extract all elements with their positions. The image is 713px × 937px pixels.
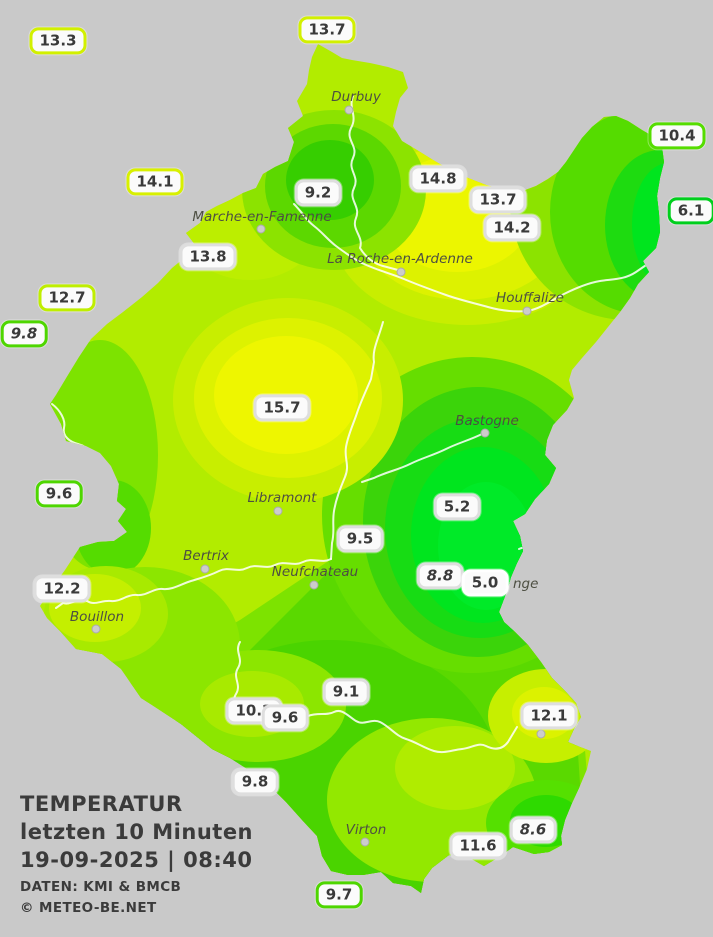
station-label: 5.0 — [461, 569, 509, 597]
city-dot — [256, 224, 266, 234]
city-label: Bertrix — [183, 548, 229, 564]
city-label: Houffalize — [496, 290, 564, 306]
station-label: 14.2 — [483, 214, 541, 242]
station-label: 9.6 — [261, 704, 309, 732]
station-label: 14.8 — [409, 165, 467, 193]
city-dot — [200, 564, 210, 574]
station-label: 8.6 — [509, 816, 557, 844]
station-label: 5.2 — [433, 493, 481, 521]
station-label: 6.1 — [667, 197, 713, 225]
station-label: 9.5 — [336, 525, 384, 553]
city-dot — [522, 306, 532, 316]
station-label: 11.6 — [449, 832, 507, 860]
station-label: 12.2 — [33, 575, 91, 603]
city-label: Durbuy — [331, 89, 381, 105]
station-label: 15.7 — [253, 394, 311, 422]
station-label: 12.1 — [520, 702, 578, 730]
station-label: 9.2 — [294, 179, 342, 207]
station-label: 10.4 — [648, 122, 706, 150]
station-label: 13.8 — [179, 243, 237, 271]
title-block: TEMPERATUR letzten 10 Minuten 19-09-2025… — [20, 790, 253, 919]
station-label: 13.7 — [469, 186, 527, 214]
city-label: Neufchateau — [271, 564, 359, 580]
city-label: Marche-en-Famenne — [192, 209, 332, 225]
city-dot — [480, 428, 490, 438]
station-label: 14.1 — [126, 168, 184, 196]
city-label: La Roche-en-Ardenne — [327, 251, 473, 267]
city-dot — [273, 506, 283, 516]
station-label: 13.7 — [298, 16, 356, 44]
city-label: Bastogne — [455, 413, 519, 429]
station-label: 9.1 — [322, 678, 370, 706]
station-label: 9.8 — [0, 320, 48, 348]
city-dot — [309, 580, 319, 590]
map-title: TEMPERATUR — [20, 792, 183, 816]
map-subtitle: letzten 10 Minuten — [20, 820, 254, 844]
city-label: nge — [513, 576, 539, 592]
city-dot — [360, 837, 370, 847]
map-datetime: 19-09-2025 | 08:40 — [20, 848, 253, 872]
station-label: 9.7 — [315, 881, 363, 909]
city-dot — [344, 105, 354, 115]
station-label: 13.3 — [29, 27, 87, 55]
station-label: 12.7 — [38, 284, 96, 312]
city-dot — [396, 267, 406, 277]
city-label: Libramont — [247, 490, 317, 506]
city-dot — [536, 729, 546, 739]
map-source: DATEN: KMI & BMCB — [20, 879, 182, 895]
station-label: 9.8 — [231, 768, 279, 796]
city-label: Virton — [345, 822, 387, 838]
station-label: 8.8 — [416, 562, 464, 590]
station-label: 9.6 — [35, 480, 83, 508]
city-dot — [91, 624, 101, 634]
city-label: Bouillon — [69, 609, 125, 625]
map-copyright: © METEO-BE.NET — [20, 900, 157, 916]
